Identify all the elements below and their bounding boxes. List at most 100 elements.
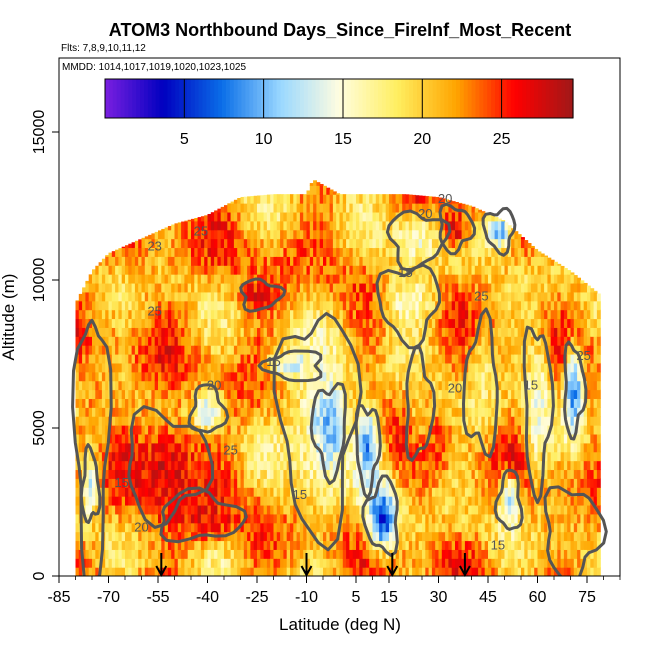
heatmap-cell — [392, 531, 397, 542]
heatmap-cell — [329, 425, 334, 435]
heatmap-cell — [270, 451, 275, 462]
heatmap-cell — [461, 522, 466, 533]
heatmap-cell — [299, 380, 304, 391]
heatmap-cell — [191, 218, 195, 222]
heatmap-cell — [237, 478, 242, 488]
heatmap-cell — [458, 531, 463, 542]
heatmap-cell — [181, 531, 185, 542]
heatmap-cell — [385, 247, 390, 257]
heatmap-cell — [164, 540, 169, 550]
heatmap-cell — [379, 398, 383, 408]
heatmap-cell — [329, 380, 334, 391]
heatmap-cell — [332, 558, 337, 568]
heatmap-cell — [422, 469, 426, 479]
heatmap-cell — [296, 540, 301, 550]
heatmap-cell — [144, 496, 149, 506]
heatmap-cell — [441, 398, 446, 408]
heatmap-cell — [276, 371, 281, 382]
heatmap-cell — [85, 309, 90, 320]
heatmap-cell — [257, 487, 261, 497]
heatmap-cell — [438, 336, 443, 346]
heatmap-cell — [332, 291, 337, 302]
heatmap-cell — [402, 256, 407, 266]
heatmap-cell — [309, 522, 314, 533]
heatmap-cell — [194, 220, 199, 231]
heatmap-cell — [332, 407, 337, 417]
heatmap-cell — [158, 416, 162, 426]
heatmap-cell — [445, 256, 449, 266]
heatmap-cell — [346, 282, 350, 293]
heatmap-cell — [197, 567, 202, 576]
heatmap-cell — [280, 460, 284, 471]
heatmap-cell — [144, 318, 149, 328]
heatmap-cell — [468, 247, 473, 257]
heatmap-cell — [134, 274, 139, 284]
heatmap-cell — [161, 300, 166, 311]
heatmap-cell — [210, 220, 215, 231]
heatmap-cell — [88, 380, 93, 391]
heatmap-cell — [253, 380, 258, 391]
heatmap-cell — [395, 389, 400, 399]
heatmap-cell — [128, 336, 133, 346]
heatmap-cell — [121, 300, 126, 311]
heatmap-cell — [303, 487, 308, 497]
heatmap-cell — [154, 513, 159, 524]
heatmap-cell — [224, 460, 228, 471]
heatmap-cell — [422, 274, 426, 284]
heatmap-cell — [435, 398, 440, 408]
heatmap-cell — [346, 567, 350, 576]
heatmap-cell — [352, 345, 357, 355]
heatmap-cell — [217, 354, 222, 364]
heatmap-cell — [455, 229, 459, 240]
heatmap-cell — [332, 229, 337, 240]
heatmap-cell — [306, 318, 311, 328]
heatmap-cell — [293, 318, 298, 328]
heatmap-cell — [362, 540, 367, 550]
heatmap-cell — [257, 567, 261, 576]
heatmap-cell — [131, 425, 136, 435]
heatmap-cell — [171, 504, 176, 515]
heatmap-cell — [329, 194, 334, 204]
heatmap-cell — [253, 549, 258, 559]
heatmap-cell — [233, 549, 238, 559]
heatmap-cell — [191, 504, 195, 515]
heatmap-cell — [293, 522, 298, 533]
heatmap-cell — [309, 345, 314, 355]
heatmap-cell — [379, 345, 383, 355]
heatmap-cell — [144, 407, 149, 417]
heatmap-cell — [316, 291, 321, 302]
heatmap-cell — [339, 327, 344, 337]
heatmap-cell — [131, 451, 136, 462]
heatmap-cell — [326, 354, 331, 364]
heatmap-cell — [352, 416, 357, 426]
heatmap-cell — [144, 416, 149, 426]
heatmap-cell — [158, 478, 162, 488]
heatmap-cell — [405, 496, 410, 506]
heatmap-cell — [352, 442, 357, 453]
heatmap-cell — [342, 345, 347, 355]
heatmap-cell — [369, 362, 374, 373]
heatmap-cell — [224, 336, 228, 346]
heatmap-cell — [118, 362, 123, 373]
heatmap-cell — [468, 407, 473, 417]
heatmap-cell — [299, 433, 304, 444]
heatmap-cell — [398, 345, 403, 355]
heatmap-cell — [273, 558, 278, 568]
heatmap-cell — [323, 389, 327, 399]
heatmap-cell — [412, 211, 416, 222]
heatmap-cell — [184, 531, 189, 542]
heatmap-cell — [167, 309, 172, 320]
heatmap-cell — [125, 407, 129, 417]
heatmap-cell — [375, 265, 380, 275]
heatmap-cell — [412, 256, 416, 266]
heatmap-cell — [445, 487, 449, 497]
heatmap-cell — [177, 549, 182, 559]
heatmap-cell — [349, 282, 354, 293]
heatmap-cell — [233, 291, 238, 302]
heatmap-cell — [181, 496, 185, 506]
heatmap-cell — [398, 194, 403, 204]
heatmap-cell — [194, 300, 199, 311]
heatmap-cell — [441, 513, 446, 524]
heatmap-cell — [207, 345, 212, 355]
heatmap-cell — [435, 256, 440, 266]
